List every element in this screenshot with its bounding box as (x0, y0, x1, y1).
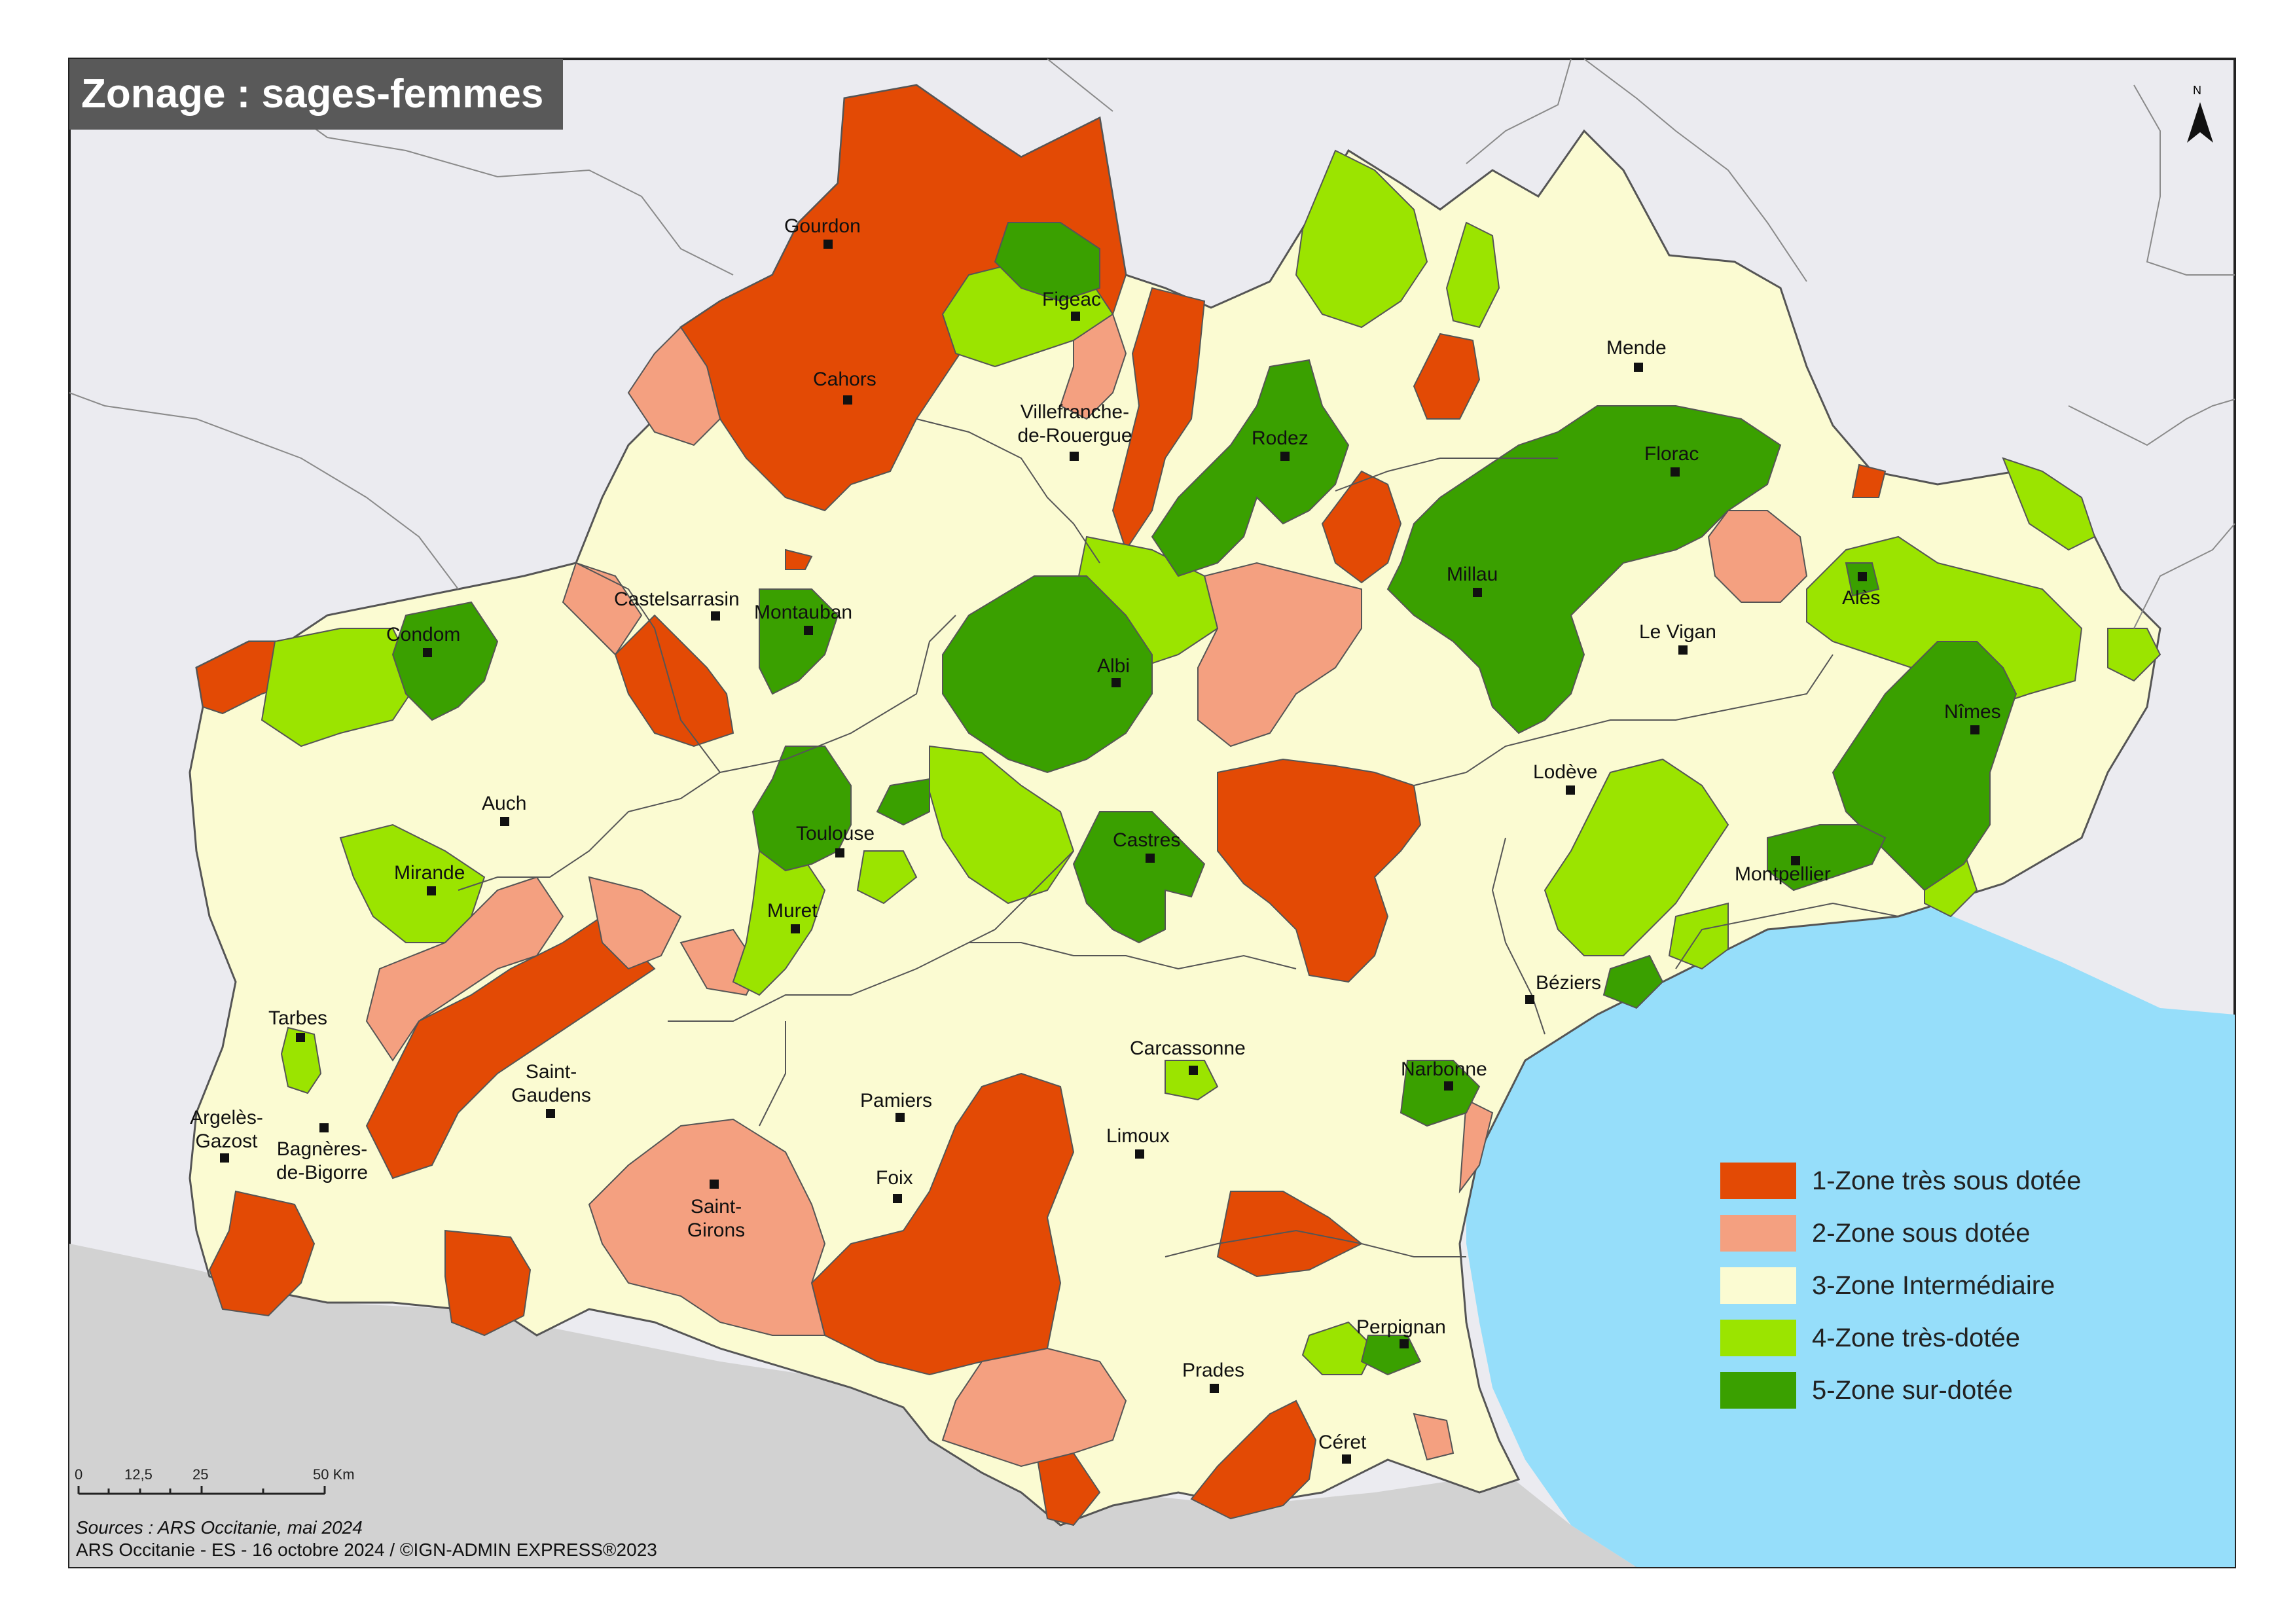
city-marker (1634, 363, 1643, 372)
mediterranean-sea (1466, 884, 2235, 1567)
city-label-beziers: Béziers (1536, 972, 1602, 994)
city-label-ales: Alès (1842, 587, 1881, 609)
city-marker (427, 886, 436, 895)
city-marker (1444, 1081, 1453, 1091)
city-marker (1671, 467, 1680, 477)
city-marker (1342, 1454, 1351, 1464)
city-label-albi: Albi (1097, 655, 1130, 677)
city-marker (1525, 995, 1534, 1004)
city-marker (843, 395, 852, 405)
city-label-condom: Condom (386, 624, 461, 645)
city-marker (711, 611, 720, 621)
city-marker (1970, 725, 1979, 734)
legend-swatch-zone5 (1720, 1372, 1796, 1409)
city-label-pamiers: Pamiers (860, 1090, 933, 1111)
legend-swatch-zone4 (1720, 1320, 1796, 1356)
city-label-gourdon: Gourdon (784, 215, 861, 237)
city-label-foix: Foix (876, 1167, 913, 1189)
city-label-perpignan: Perpignan (1356, 1316, 1446, 1338)
city-marker (1189, 1066, 1198, 1075)
city-label-mirande: Mirande (394, 862, 465, 884)
city-label-millau: Millau (1447, 564, 1498, 585)
legend-label: 2-Zone sous dotée (1812, 1219, 2031, 1248)
city-label-villefranche: Villefranche- de-Rouergue (1017, 401, 1132, 446)
city-label-cahors: Cahors (813, 369, 876, 390)
city-marker (546, 1109, 555, 1118)
legend-label: 1-Zone très sous dotée (1812, 1166, 2082, 1195)
city-marker (1135, 1149, 1144, 1159)
city-marker (1400, 1339, 1409, 1348)
legend-label: 3-Zone Intermédiaire (1812, 1271, 2055, 1300)
legend-label: 5-Zone sur-dotée (1812, 1376, 2013, 1405)
city-marker (1566, 785, 1575, 795)
city-label-figeac: Figeac (1042, 289, 1102, 310)
city-label-montauban: Montauban (754, 602, 853, 623)
scale-tick-label: 0 (75, 1466, 83, 1483)
city-label-nimes: Nîmes (1944, 701, 2001, 723)
city-marker (500, 817, 509, 826)
scale-bar (77, 1486, 326, 1495)
city-marker (835, 848, 844, 857)
city-label-tarbes: Tarbes (268, 1007, 328, 1029)
map-title: Zonage : sages-femmes (69, 59, 563, 130)
city-marker (1210, 1384, 1219, 1393)
city-label-auch: Auch (482, 793, 527, 814)
city-label-rodez: Rodez (1252, 427, 1309, 449)
scale-tick-label: 25 (192, 1466, 209, 1483)
sources-note: Sources : ARS Occitanie, mai 2024 (76, 1517, 363, 1538)
legend-label: 4-Zone très-dotée (1812, 1324, 2020, 1352)
city-label-castelsarrasin: Castelsarrasin (614, 588, 740, 610)
city-marker (710, 1180, 719, 1189)
city-marker (423, 648, 432, 657)
legend-swatch-zone3 (1720, 1267, 1796, 1304)
city-label-narbonne: Narbonne (1401, 1058, 1487, 1080)
city-marker (1111, 678, 1121, 687)
city-label-limoux: Limoux (1106, 1125, 1170, 1147)
city-marker (1070, 452, 1079, 461)
city-label-carcassonne: Carcassonne (1130, 1038, 1246, 1059)
city-marker (220, 1153, 229, 1163)
city-marker (804, 626, 813, 635)
city-marker (893, 1194, 902, 1203)
north-arrow-icon: N (2177, 84, 2223, 149)
city-marker (1678, 645, 1688, 655)
zone5-areas (391, 222, 2017, 1376)
city-label-castres: Castres (1113, 829, 1181, 851)
city-marker (1280, 452, 1290, 461)
city-marker (823, 240, 833, 249)
city-marker (296, 1033, 305, 1042)
city-marker (895, 1113, 905, 1122)
city-label-prades: Prades (1182, 1360, 1245, 1381)
credits-note: ARS Occitanie - ES - 16 octobre 2024 / ©… (76, 1540, 657, 1560)
scale-tick-label: 12,5 (124, 1466, 153, 1483)
city-label-muret: Muret (767, 900, 818, 922)
north-label: N (2193, 84, 2201, 97)
city-marker (1071, 312, 1080, 321)
city-label-florac: Florac (1644, 443, 1699, 465)
city-marker (1146, 854, 1155, 863)
city-label-toulouse: Toulouse (796, 823, 875, 844)
city-label-le-vigan: Le Vigan (1639, 621, 1716, 643)
city-label-ceret: Céret (1318, 1432, 1367, 1453)
city-label-saint-gaudens: Saint- Gaudens (511, 1061, 591, 1106)
city-label-saint-girons: Saint- Girons (687, 1196, 746, 1241)
zone1-areas (195, 84, 1887, 1526)
department-borders (458, 418, 1899, 1257)
legend-swatch-zone1 (1720, 1163, 1796, 1199)
city-marker (791, 924, 800, 933)
city-marker (1791, 856, 1800, 865)
zone2-areas (365, 313, 1808, 1468)
legend-swatch-zone2 (1720, 1215, 1796, 1252)
city-marker (319, 1123, 329, 1132)
city-label-montpellier: Montpellier (1735, 863, 1831, 885)
city-marker (1858, 572, 1867, 581)
city-label-argeles-gazost: Argelès- Gazost (190, 1107, 263, 1152)
city-label-lodeve: Lodève (1533, 761, 1598, 783)
city-marker (1473, 588, 1482, 597)
city-label-bagneres: Bagnères- de-Bigorre (276, 1138, 369, 1183)
city-label-mende: Mende (1606, 337, 1667, 359)
scale-tick-label: 50 Km (313, 1466, 355, 1483)
